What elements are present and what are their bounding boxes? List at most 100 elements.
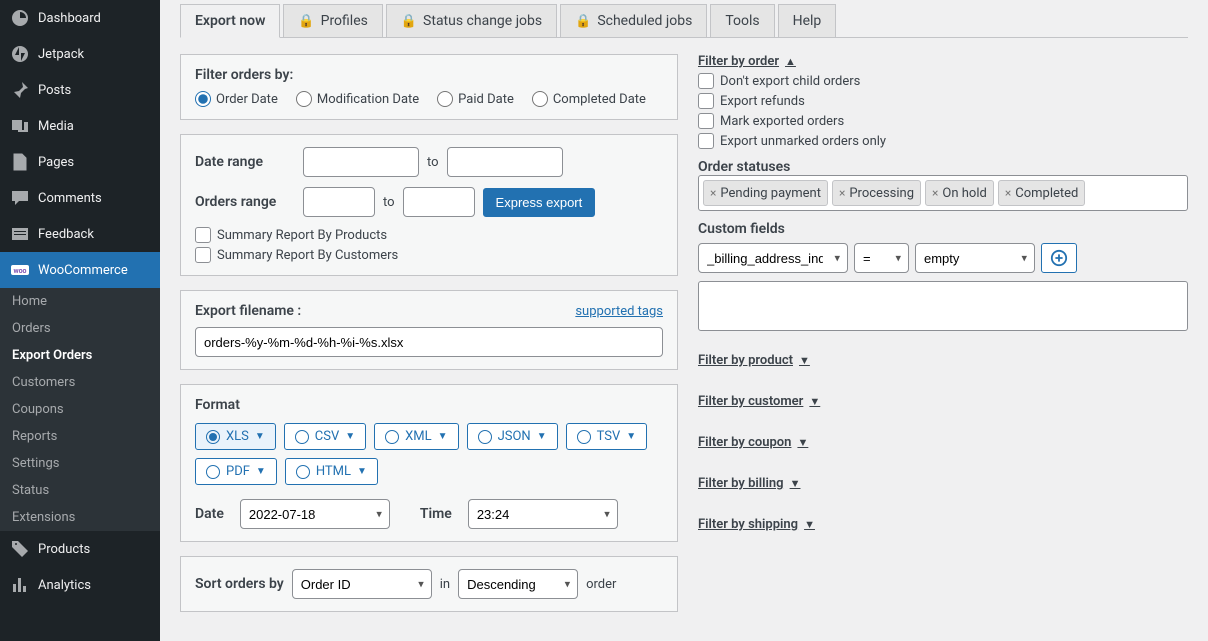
caret-down-icon: ▼: [626, 431, 636, 442]
pages-icon: [10, 152, 30, 172]
caret-down-icon: ▼: [256, 466, 266, 477]
format-panel: Format XLS▼ CSV▼ XML▼ JSON▼ TSV▼ PDF▼ HT…: [180, 384, 678, 542]
add-custom-field-button[interactable]: [1041, 243, 1077, 273]
tab-tools[interactable]: Tools: [710, 4, 774, 38]
sidebar-item-media[interactable]: Media: [0, 108, 160, 144]
summary-customers-label: Summary Report By Customers: [217, 248, 398, 263]
filename-input[interactable]: [195, 327, 663, 357]
to-text: to: [427, 155, 439, 170]
main-content: Export now 🔒Profiles 🔒Status change jobs…: [160, 0, 1208, 641]
sidebar-item-analytics[interactable]: Analytics: [0, 567, 160, 603]
date-from-input[interactable]: [303, 147, 419, 177]
format-xls[interactable]: XLS▼: [195, 423, 276, 450]
orders-to-input[interactable]: [403, 187, 475, 217]
date-to-input[interactable]: [447, 147, 563, 177]
remove-icon[interactable]: ×: [932, 186, 938, 200]
orders-from-input[interactable]: [303, 187, 375, 217]
sort-direction-select[interactable]: Descending: [458, 569, 578, 599]
custom-field-op-select[interactable]: =: [854, 243, 909, 273]
submenu-orders[interactable]: Orders: [0, 315, 160, 342]
submenu-coupons[interactable]: Coupons: [0, 396, 160, 423]
sidebar-label: Jetpack: [38, 47, 84, 62]
tab-scheduled-jobs[interactable]: 🔒Scheduled jobs: [560, 4, 707, 38]
filter-modification-date[interactable]: Modification Date: [296, 91, 419, 107]
format-json[interactable]: JSON▼: [467, 423, 558, 450]
time-select[interactable]: 23:24: [468, 499, 618, 529]
filter-orders-panel: Filter orders by: Order Date Modificatio…: [180, 54, 678, 120]
format-pdf[interactable]: PDF▼: [195, 458, 277, 485]
remove-icon[interactable]: ×: [1005, 186, 1011, 200]
express-export-button[interactable]: Express export: [483, 188, 596, 217]
submenu-reports[interactable]: Reports: [0, 423, 160, 450]
sidebar-label: Products: [38, 542, 90, 557]
chk-no-child-orders[interactable]: [698, 73, 714, 89]
summary-products-checkbox[interactable]: [195, 227, 211, 243]
status-tag[interactable]: ×Pending payment: [703, 180, 828, 206]
sidebar-item-pages[interactable]: Pages: [0, 144, 160, 180]
sort-field-select[interactable]: Order ID: [292, 569, 432, 599]
format-html[interactable]: HTML▼: [285, 458, 378, 485]
filter-by-customer-toggle[interactable]: Filter by customer ▼: [698, 394, 1188, 409]
status-tag[interactable]: ×On hold: [925, 180, 994, 206]
order-text: order: [586, 577, 616, 592]
submenu-home[interactable]: Home: [0, 288, 160, 315]
tab-status-change-jobs[interactable]: 🔒Status change jobs: [386, 4, 557, 38]
status-tag[interactable]: ×Processing: [832, 180, 921, 206]
submenu-status[interactable]: Status: [0, 477, 160, 504]
dashboard-icon: [10, 8, 30, 28]
sidebar-item-comments[interactable]: Comments: [0, 180, 160, 216]
format-xml[interactable]: XML▼: [374, 423, 458, 450]
filter-by-product-toggle[interactable]: Filter by product ▼: [698, 353, 1188, 368]
submenu-settings[interactable]: Settings: [0, 450, 160, 477]
svg-text:woo: woo: [13, 267, 26, 275]
sidebar-label: Media: [38, 119, 74, 134]
filter-order-date[interactable]: Order Date: [195, 91, 278, 107]
tab-help[interactable]: Help: [778, 4, 837, 38]
filter-completed-date[interactable]: Completed Date: [532, 91, 646, 107]
format-tsv[interactable]: TSV▼: [566, 423, 648, 450]
caret-down-icon: ▼: [438, 431, 448, 442]
tab-export-now[interactable]: Export now: [180, 4, 280, 38]
custom-field-value-select[interactable]: empty: [915, 243, 1035, 273]
chk-mark-exported[interactable]: [698, 113, 714, 129]
chk-export-refunds[interactable]: [698, 93, 714, 109]
custom-field-name-select[interactable]: _billing_address_index: [698, 243, 848, 273]
filter-paid-date[interactable]: Paid Date: [437, 91, 514, 107]
order-statuses-input[interactable]: ×Pending payment ×Processing ×On hold ×C…: [698, 175, 1188, 211]
tab-bar: Export now 🔒Profiles 🔒Status change jobs…: [180, 4, 1188, 38]
chk-unmarked-only[interactable]: [698, 133, 714, 149]
date-select[interactable]: 2022-07-18: [240, 499, 390, 529]
filter-by-order-section: Filter by order ▲ Don't export child ord…: [698, 54, 1188, 331]
submenu-export-orders[interactable]: Export Orders: [0, 342, 160, 369]
sidebar-label: Feedback: [38, 227, 94, 242]
submenu-customers[interactable]: Customers: [0, 369, 160, 396]
supported-tags-link[interactable]: supported tags: [575, 304, 663, 319]
custom-fields-list[interactable]: [698, 281, 1188, 331]
sidebar-item-feedback[interactable]: Feedback: [0, 216, 160, 252]
filter-by-shipping-toggle[interactable]: Filter by shipping ▼: [698, 517, 1188, 532]
summary-products-label: Summary Report By Products: [217, 228, 387, 243]
custom-fields-label: Custom fields: [698, 221, 1188, 237]
sidebar-item-dashboard[interactable]: Dashboard: [0, 0, 160, 36]
caret-down-icon: ▼: [804, 518, 815, 531]
sidebar-item-products[interactable]: Products: [0, 531, 160, 567]
submenu-extensions[interactable]: Extensions: [0, 504, 160, 531]
sidebar-item-woocommerce[interactable]: woo WooCommerce: [0, 252, 160, 288]
remove-icon[interactable]: ×: [710, 186, 716, 200]
summary-customers-checkbox[interactable]: [195, 247, 211, 263]
caret-down-icon: ▼: [345, 431, 355, 442]
sidebar-item-posts[interactable]: Posts: [0, 72, 160, 108]
analytics-icon: [10, 575, 30, 595]
sort-panel: Sort orders by Order ID in Descending or…: [180, 556, 678, 612]
filter-by-billing-toggle[interactable]: Filter by billing ▼: [698, 476, 1188, 491]
sidebar-item-jetpack[interactable]: Jetpack: [0, 36, 160, 72]
status-tag[interactable]: ×Completed: [998, 180, 1086, 206]
filter-by-order-toggle[interactable]: Filter by order ▲: [698, 54, 1188, 69]
sidebar-label: Dashboard: [38, 11, 101, 26]
filter-by-coupon-toggle[interactable]: Filter by coupon ▼: [698, 435, 1188, 450]
tab-profiles[interactable]: 🔒Profiles: [283, 4, 382, 38]
format-csv[interactable]: CSV▼: [284, 423, 366, 450]
filename-panel: Export filename : supported tags: [180, 290, 678, 370]
remove-icon[interactable]: ×: [839, 186, 845, 200]
to-text: to: [383, 195, 395, 210]
